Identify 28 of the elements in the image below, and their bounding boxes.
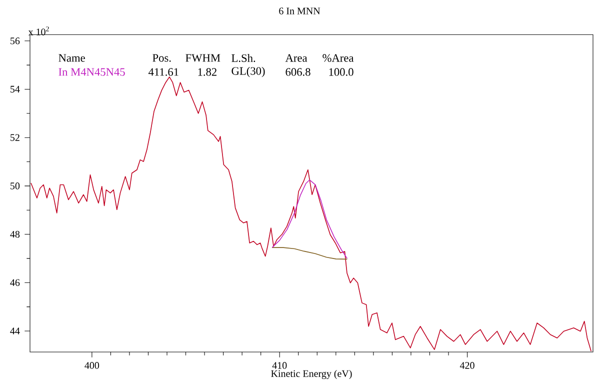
annotation: Area — [285, 54, 308, 62]
y-tick-label: 56 — [10, 38, 20, 44]
chart-title: 6 In MNN — [279, 8, 320, 14]
y-tick-label: 48 — [10, 230, 20, 238]
y-tick-label: 54 — [10, 86, 20, 93]
line-series — [272, 247, 348, 260]
line-series — [272, 179, 348, 259]
x-tick-label: 420 — [460, 362, 474, 369]
annotation: 411.61 — [148, 68, 178, 76]
y-tick-label: 52 — [10, 134, 20, 141]
annotation: Name — [58, 54, 85, 62]
annotation: x 10$^{2}$ — [28, 26, 49, 36]
y-tick-label: 50 — [10, 182, 20, 190]
line-series — [30, 76, 592, 352]
x-axis-title: Kinetic Energy (eV) — [271, 370, 352, 380]
annotation: Pos. — [152, 54, 171, 62]
annotation: 606.8 — [286, 68, 310, 76]
x-tick-label: 400 — [84, 362, 100, 369]
annotation: FWHM — [186, 54, 220, 62]
annotation: %Area — [322, 54, 354, 62]
x-tick-label: 410 — [272, 362, 287, 369]
annotation: 1.82 — [198, 68, 216, 76]
y-tick-label: 44 — [10, 328, 20, 334]
annotation: L.Sh. — [232, 54, 256, 62]
annotation: 100.0 — [329, 68, 354, 76]
annotation: GL(30) — [232, 66, 265, 78]
y-tick-label: 46 — [10, 279, 20, 286]
text: In M4N45N45 — [58, 68, 125, 76]
